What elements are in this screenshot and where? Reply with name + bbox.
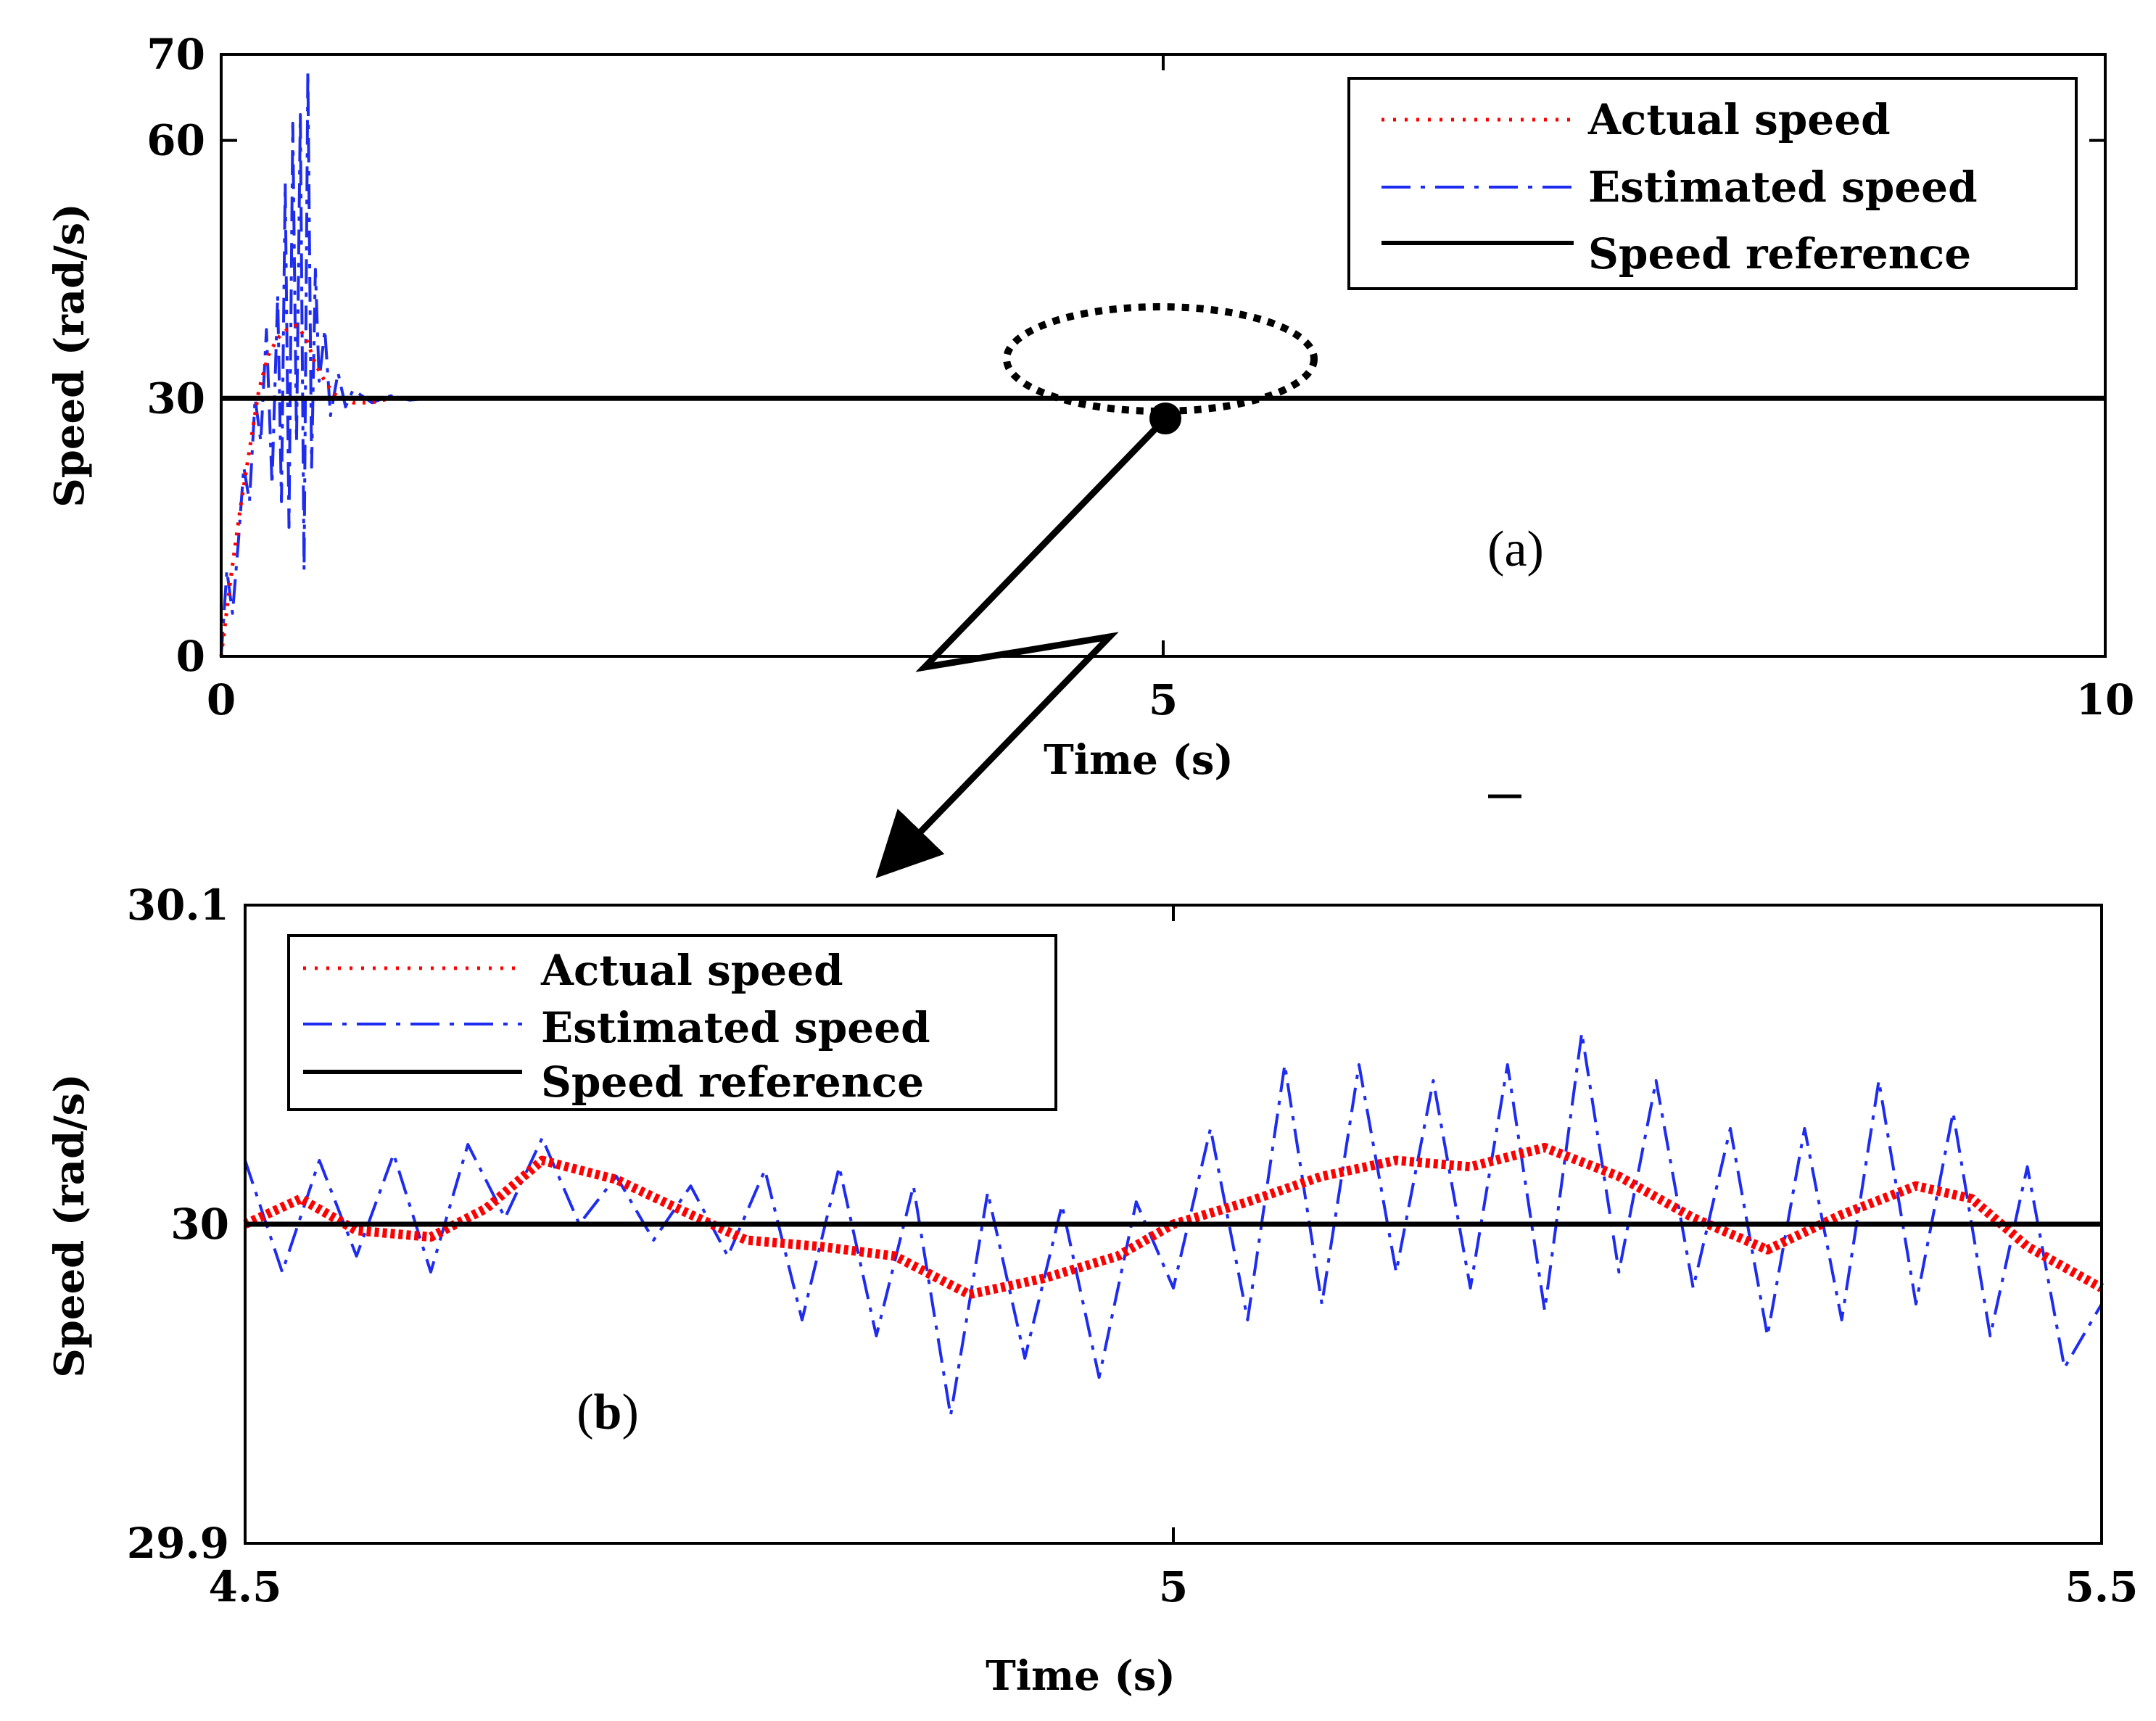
chart-b-ylabel: Speed (rad/s): [46, 1073, 94, 1377]
chart-a-ticks: 0 5 10 0 30 60 70: [146, 30, 2134, 725]
chart-a-legend-box: [1347, 77, 2078, 290]
chart-a-ytick-label: 30: [146, 373, 205, 423]
chart-a-legend: Actual speed Estimated speed Speed refer…: [1347, 77, 2078, 290]
chart-a-series-estimated-speed: [220, 70, 429, 657]
chart-b-ticks: 4.5 5 5.5 29.9 30 30.1: [127, 880, 2139, 1611]
chart-a-series: [219, 70, 2105, 657]
chart-b-xtick-label: 5.5: [2065, 1562, 2139, 1611]
chart-a-xlabel: Time (s): [1044, 736, 1234, 784]
zoom-arrow: [875, 416, 1168, 878]
chart-a-ytick-label: 60: [146, 116, 205, 165]
zoom-region-ellipse: [1003, 303, 1318, 415]
chart-b-ytick-label: 30.1: [127, 880, 229, 930]
legend-a-actual-label: Actual speed: [1587, 95, 1891, 144]
legend-b-actual-label: Actual speed: [540, 946, 843, 995]
chart-a-panel-label: (a): [1487, 521, 1544, 577]
legend-a-estimated-label: Estimated speed: [1588, 162, 1978, 212]
chart-a-xtick-label: 5: [1149, 675, 1178, 725]
chart-b-ytick-label: 30: [170, 1200, 229, 1249]
legend-b-reference-label: Speed reference: [541, 1057, 924, 1107]
chart-a-xtick-label: 0: [207, 675, 236, 725]
chart-b-legend: Actual speed Estimated speed Speed refer…: [287, 934, 1057, 1111]
chart-b-series: [243, 1031, 2105, 1417]
legend-a-reference-label: Speed reference: [1588, 229, 1971, 278]
chart-b-xlabel: Time (s): [986, 1652, 1176, 1700]
chart-a-xtick-label: 10: [2076, 675, 2135, 725]
legend-b-estimated-label: Estimated speed: [541, 1003, 930, 1052]
chart-b-xtick-label: 4.5: [209, 1562, 282, 1611]
chart-a-series-actual-speed: [219, 323, 429, 657]
chart-b: 4.5 5 5.5 29.9 30 30.1 Speed (rad/s) Time (s)…: [46, 880, 2138, 1700]
chart-b-series-estimated-speed: [244, 1031, 2103, 1417]
chart-b-series-actual-speed: [243, 1142, 2105, 1300]
chart-b-panel-label: (b): [577, 1384, 639, 1440]
chart-a-ylabel: Speed (rad/s): [46, 203, 94, 507]
chart-a: 0 5 10 0 30 60 70 Speed (rad/s) Time (s) (a) A…: [46, 30, 2134, 784]
chart-b-xtick-label: 5: [1159, 1562, 1188, 1611]
chart-b-ytick-label: 29.9: [127, 1519, 229, 1568]
chart-a-ytick-label: 0: [176, 632, 205, 681]
chart-a-ytick-label: 70: [146, 30, 205, 79]
chart-b-panel-letter: b: [594, 1384, 622, 1440]
